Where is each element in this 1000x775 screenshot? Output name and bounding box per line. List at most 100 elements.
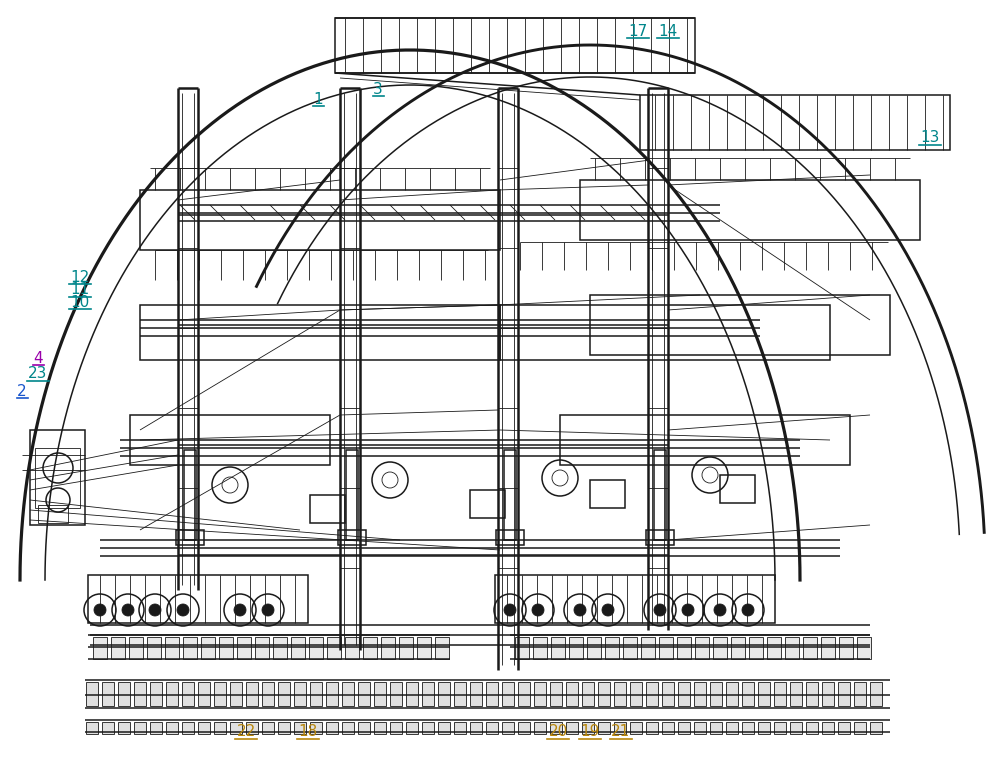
Bar	[646, 682, 658, 706]
Bar	[166, 682, 178, 706]
Bar	[839, 637, 853, 659]
Bar	[454, 682, 466, 706]
Bar	[406, 682, 418, 706]
Bar	[767, 637, 781, 659]
Bar	[694, 722, 706, 734]
Bar	[310, 495, 345, 523]
Bar	[150, 722, 162, 734]
Bar	[129, 637, 143, 659]
Text: 20: 20	[548, 724, 568, 739]
Bar	[790, 722, 802, 734]
Bar	[140, 190, 500, 250]
Text: 17: 17	[628, 23, 648, 39]
Bar	[291, 637, 305, 659]
Bar	[102, 682, 114, 706]
Bar	[560, 415, 850, 465]
Bar	[35, 448, 80, 508]
Bar	[742, 722, 754, 734]
Bar	[88, 575, 308, 623]
Bar	[822, 682, 834, 706]
Bar	[470, 490, 505, 518]
Bar	[374, 682, 386, 706]
Bar	[230, 722, 242, 734]
Bar	[86, 682, 98, 706]
Bar	[614, 722, 626, 734]
Bar	[165, 637, 179, 659]
Text: 11: 11	[70, 282, 90, 298]
Text: 18: 18	[298, 724, 318, 739]
Bar	[342, 682, 354, 706]
Bar	[534, 682, 546, 706]
Bar	[309, 637, 323, 659]
Bar	[803, 637, 817, 659]
Bar	[838, 722, 850, 734]
Bar	[262, 682, 274, 706]
Bar	[93, 637, 107, 659]
Bar	[182, 682, 194, 706]
Bar	[230, 682, 242, 706]
Bar	[134, 722, 146, 734]
Bar	[346, 450, 358, 540]
Bar	[646, 722, 658, 734]
Circle shape	[574, 604, 586, 616]
Bar	[580, 180, 920, 240]
Bar	[518, 722, 530, 734]
Bar	[102, 722, 114, 734]
Bar	[147, 637, 161, 659]
Bar	[438, 722, 450, 734]
Bar	[551, 637, 565, 659]
Bar	[182, 722, 194, 734]
Bar	[854, 722, 866, 734]
Bar	[201, 637, 215, 659]
Bar	[166, 722, 178, 734]
Bar	[338, 530, 366, 545]
Bar	[278, 682, 290, 706]
Bar	[130, 415, 330, 465]
Bar	[726, 722, 738, 734]
Bar	[785, 637, 799, 659]
Bar	[374, 722, 386, 734]
Bar	[198, 722, 210, 734]
Bar	[30, 430, 85, 525]
Bar	[694, 682, 706, 706]
Bar	[246, 722, 258, 734]
Bar	[582, 682, 594, 706]
Bar	[790, 682, 802, 706]
Bar	[566, 682, 578, 706]
Bar	[237, 637, 251, 659]
Circle shape	[94, 604, 106, 616]
Circle shape	[742, 604, 754, 616]
Bar	[857, 637, 871, 659]
Bar	[838, 682, 850, 706]
Bar	[533, 637, 547, 659]
Text: 21: 21	[611, 724, 631, 739]
Bar	[662, 722, 674, 734]
Bar	[183, 637, 197, 659]
Bar	[590, 480, 625, 508]
Bar	[390, 722, 402, 734]
Bar	[294, 722, 306, 734]
Bar	[630, 682, 642, 706]
Bar	[677, 637, 691, 659]
Bar	[662, 682, 674, 706]
Bar	[246, 682, 258, 706]
Bar	[111, 637, 125, 659]
Text: 22: 22	[236, 724, 256, 739]
Bar	[870, 722, 882, 734]
Bar	[86, 722, 98, 734]
Bar	[278, 722, 290, 734]
Bar	[822, 722, 834, 734]
Bar	[294, 682, 306, 706]
Bar	[598, 722, 610, 734]
Bar	[758, 682, 770, 706]
Bar	[534, 722, 546, 734]
Bar	[495, 575, 775, 623]
Bar	[502, 682, 514, 706]
Circle shape	[504, 604, 516, 616]
Text: 14: 14	[658, 23, 678, 39]
Bar	[695, 637, 709, 659]
Bar	[255, 637, 269, 659]
Bar	[731, 637, 745, 659]
Text: 19: 19	[580, 724, 600, 739]
Bar	[713, 637, 727, 659]
